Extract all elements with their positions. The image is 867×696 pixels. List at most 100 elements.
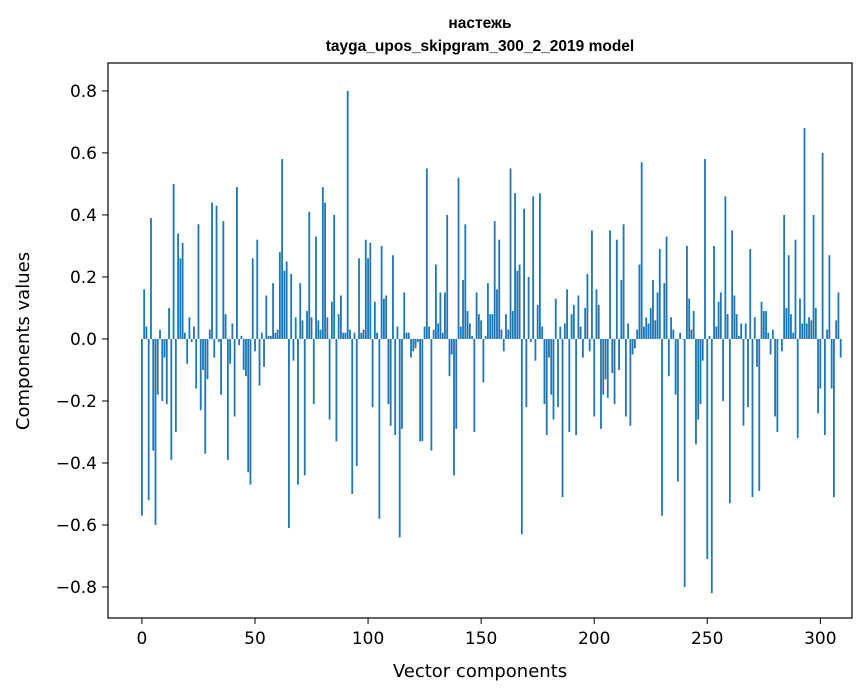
bar — [245, 338, 247, 377]
bar — [276, 329, 279, 339]
bar — [756, 338, 758, 367]
bar — [344, 332, 347, 339]
bar — [324, 202, 326, 339]
bar — [591, 230, 593, 339]
bar — [516, 270, 519, 339]
bar — [708, 335, 711, 339]
bar — [588, 338, 591, 352]
bar — [676, 338, 679, 482]
bar — [629, 338, 632, 426]
bar — [150, 218, 152, 339]
bar — [634, 338, 636, 349]
bar — [744, 323, 747, 339]
bar — [654, 320, 657, 339]
bar — [692, 311, 695, 339]
bar — [728, 338, 731, 504]
bar — [161, 338, 164, 401]
bar — [509, 168, 512, 339]
bar — [181, 242, 184, 339]
bar — [760, 301, 763, 339]
bar — [195, 338, 198, 389]
bar — [224, 314, 227, 339]
bar — [559, 326, 562, 339]
bar — [529, 338, 532, 343]
bar — [471, 335, 473, 339]
bar — [419, 338, 421, 442]
bar — [197, 224, 200, 339]
bar — [340, 295, 342, 339]
bar — [202, 338, 204, 370]
bar — [147, 338, 150, 501]
bar — [156, 338, 159, 395]
bar — [405, 332, 408, 339]
bar — [249, 338, 252, 485]
bar — [520, 338, 523, 535]
bar — [457, 177, 460, 339]
x-tick-label: 150 — [465, 629, 497, 649]
bar — [496, 289, 498, 339]
bar — [480, 320, 483, 339]
bar — [310, 317, 313, 339]
bar — [833, 338, 835, 498]
bar — [226, 338, 229, 460]
y-axis: −0.8 −0.6 −0.4 −0.2 0.0 0.2 0.4 0.6 0.8 — [56, 82, 108, 598]
bar — [267, 335, 270, 339]
bar — [726, 314, 729, 339]
bar — [615, 239, 618, 339]
bar — [459, 326, 462, 339]
bar — [803, 128, 806, 339]
bar — [188, 317, 191, 339]
bar — [735, 314, 738, 339]
bar — [439, 292, 442, 339]
bar — [254, 338, 256, 352]
bar — [315, 236, 317, 339]
bar — [699, 338, 702, 405]
bar — [306, 311, 308, 339]
bar — [722, 338, 725, 401]
bar — [602, 338, 605, 395]
bar — [733, 295, 736, 339]
bar — [665, 236, 668, 339]
bar — [539, 193, 541, 339]
bar — [154, 338, 157, 525]
bar — [575, 338, 578, 436]
bar — [647, 323, 650, 339]
bar — [297, 338, 299, 485]
bar — [367, 258, 369, 339]
bar — [787, 255, 790, 339]
bar — [143, 289, 146, 339]
bar — [222, 221, 225, 339]
bar — [394, 338, 397, 436]
bar — [839, 338, 842, 358]
bar — [640, 162, 643, 339]
bar — [597, 304, 600, 339]
bar — [812, 214, 815, 339]
bar — [432, 329, 435, 339]
bar — [674, 338, 677, 395]
bar — [453, 338, 455, 476]
bar — [258, 338, 261, 386]
bar — [281, 159, 284, 339]
bar — [799, 298, 801, 339]
bar — [572, 304, 575, 339]
bar — [303, 338, 306, 476]
bar — [204, 338, 207, 454]
bar — [378, 338, 381, 519]
bar — [217, 338, 220, 343]
bar — [179, 258, 182, 339]
bar — [780, 338, 783, 352]
bar — [672, 329, 675, 339]
bar — [462, 280, 464, 339]
bar — [396, 326, 399, 339]
bar — [500, 329, 503, 339]
bar — [514, 193, 516, 339]
bar — [645, 317, 648, 339]
bar — [416, 338, 419, 343]
bar — [403, 292, 406, 339]
bar — [299, 283, 302, 339]
bar — [335, 338, 338, 442]
bar — [437, 323, 440, 339]
bar — [260, 332, 263, 339]
bar — [667, 338, 670, 377]
bar — [801, 323, 804, 339]
